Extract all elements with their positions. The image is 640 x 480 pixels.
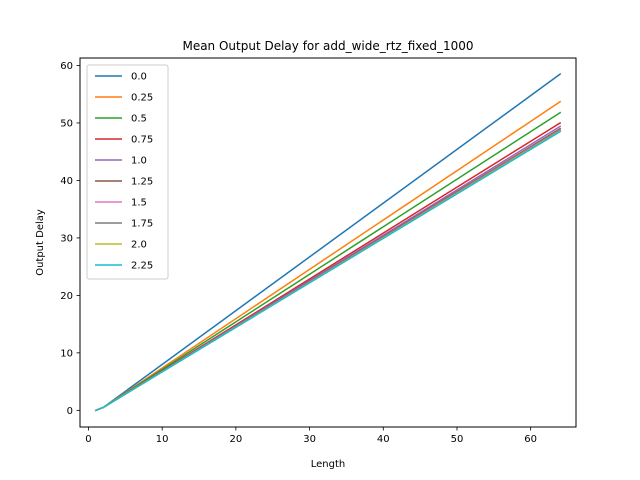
x-tick-label: 60: [524, 434, 537, 445]
y-tick-label: 40: [60, 176, 73, 187]
legend-label-9: 2.25: [131, 261, 153, 272]
legend-label-0: 0.0: [131, 72, 147, 83]
legend-label-4: 1.0: [131, 156, 147, 167]
legend-label-7: 1.75: [131, 219, 153, 230]
x-tick-label: 50: [451, 434, 464, 445]
y-tick-label: 50: [60, 118, 73, 129]
y-axis-ticks: 0 10 20 30 40 50 60: [60, 61, 80, 417]
y-tick-label: 0: [67, 406, 73, 417]
x-tick-label: 20: [230, 434, 243, 445]
legend-label-8: 2.0: [131, 240, 147, 251]
y-tick-label: 60: [60, 61, 73, 72]
plot-lines: [94, 73, 562, 412]
y-tick-label: 20: [60, 291, 73, 302]
legend-label-1: 0.25: [131, 93, 153, 104]
x-tick-label: 0: [85, 434, 91, 445]
x-tick-label: 30: [303, 434, 316, 445]
axes-frame: [79, 57, 577, 428]
series-line-9: [94, 130, 562, 412]
x-tick-label: 10: [156, 434, 169, 445]
y-axis-label: Output Delay: [35, 209, 46, 276]
chart-title: Mean Output Delay for add_wide_rtz_fixed…: [182, 39, 473, 53]
x-tick-label: 40: [377, 434, 390, 445]
legend-label-5: 1.25: [131, 177, 153, 188]
y-tick-label: 10: [60, 348, 73, 359]
y-tick-label: 30: [60, 233, 73, 244]
legend-label-2: 0.5: [131, 114, 147, 125]
legend: 0.0 0.25 0.5 0.75 1.0 1.25 1.5 1.75 2.0 2.25: [86, 64, 169, 280]
x-axis-ticks: 0 10 20 30 40 50 60: [85, 427, 537, 445]
x-axis-label: Length: [311, 459, 346, 470]
legend-entries: 0.0 0.25 0.5 0.75 1.0 1.25 1.5 1.75 2.0 2.25: [95, 72, 153, 272]
legend-label-3: 0.75: [131, 135, 153, 146]
legend-label-6: 1.5: [131, 198, 147, 209]
